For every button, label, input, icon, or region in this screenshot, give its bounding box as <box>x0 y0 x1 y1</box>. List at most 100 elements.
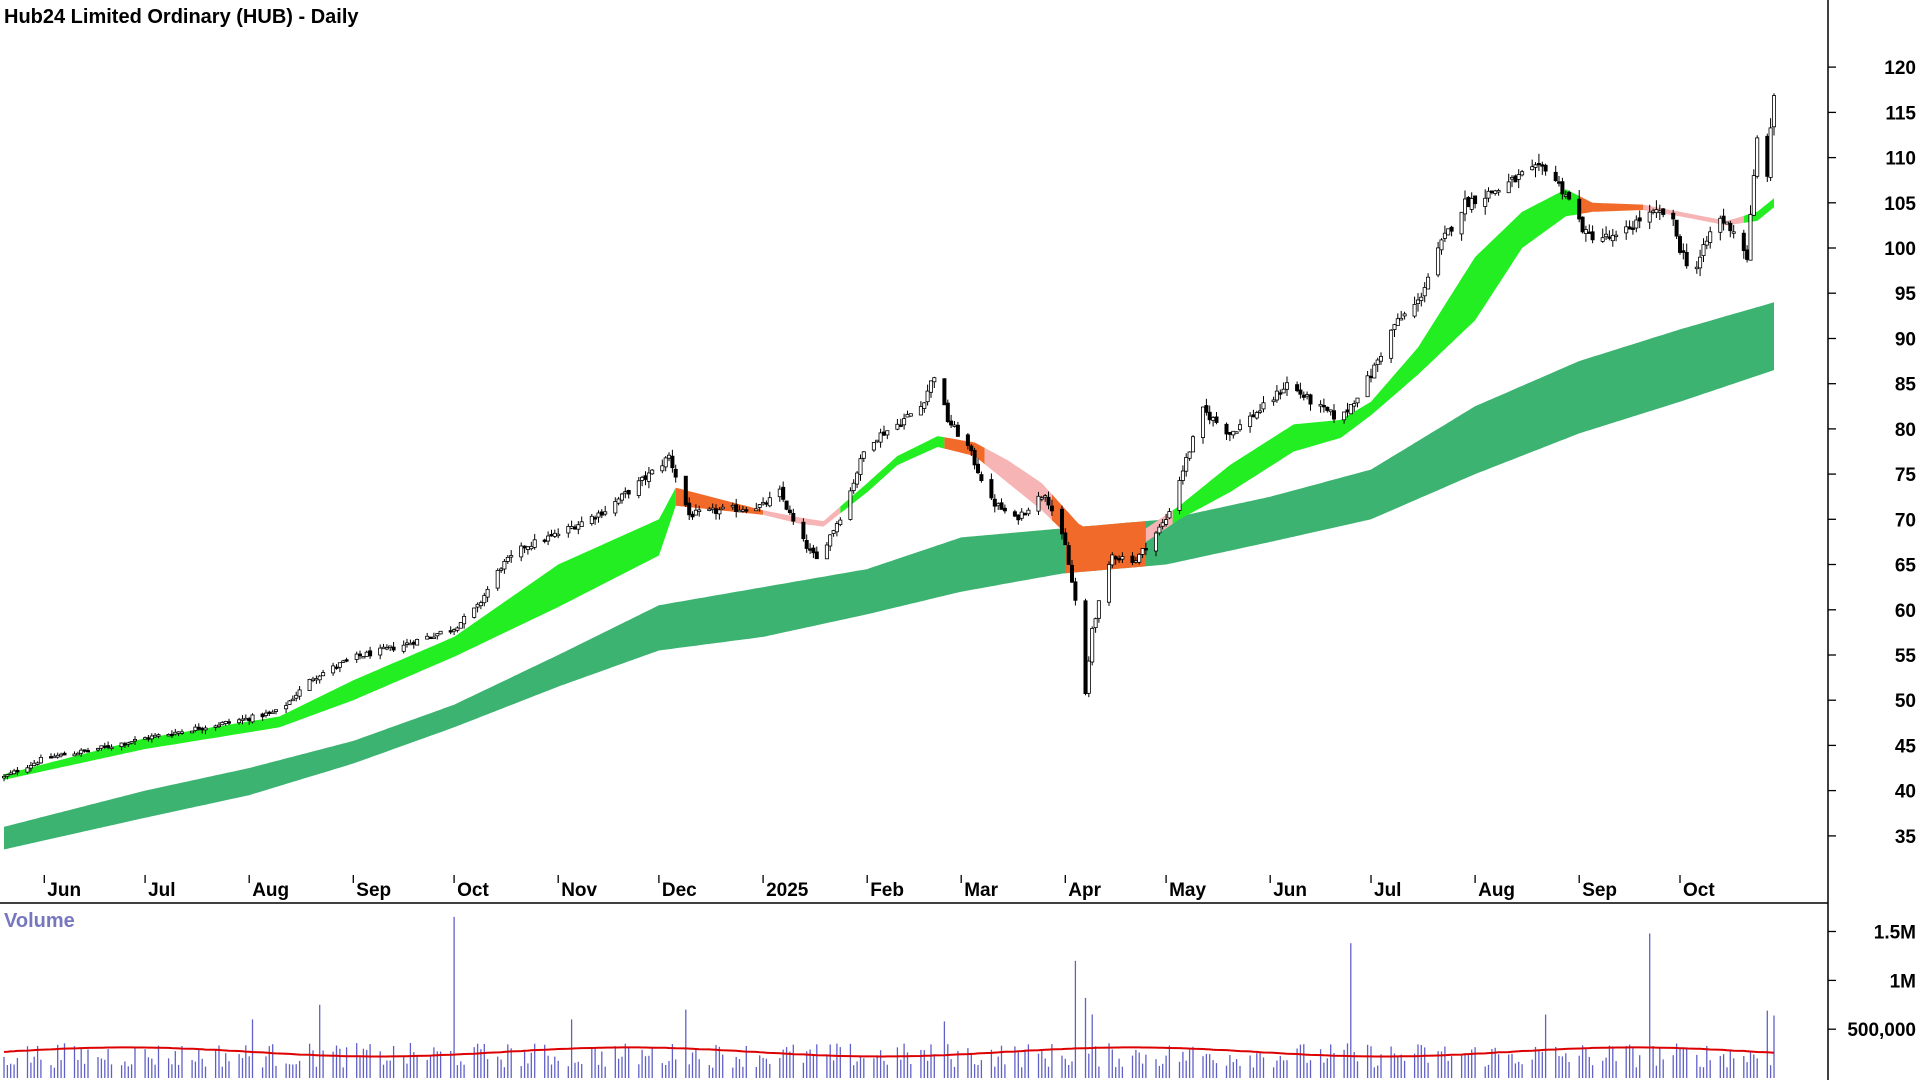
candle-body <box>1039 497 1044 500</box>
candle-body <box>1049 505 1054 512</box>
candle-body <box>1248 415 1253 427</box>
candle-body <box>1395 318 1400 326</box>
candle-body <box>1110 554 1115 566</box>
candle-body <box>1066 545 1071 565</box>
fast-band-segment <box>1172 189 1580 524</box>
candle-body <box>297 689 302 697</box>
candle-body <box>932 377 937 383</box>
candle-body <box>435 633 440 637</box>
candle-body <box>814 551 819 560</box>
candle-body <box>687 502 692 516</box>
fast-band-segment <box>1051 494 1146 556</box>
candle-body <box>1070 564 1075 583</box>
candle-body <box>1473 195 1478 205</box>
candle-body <box>240 718 245 721</box>
candle-body <box>828 534 833 547</box>
candle-body <box>96 748 101 751</box>
candle-body <box>579 521 584 527</box>
price-tick-label: 100 <box>1884 239 1916 260</box>
candle-body <box>1160 522 1165 527</box>
candle-body <box>321 672 326 677</box>
candle-body <box>1442 232 1447 239</box>
candle-body <box>717 509 722 515</box>
candle-body <box>1698 256 1703 269</box>
candle-body <box>764 502 769 505</box>
candle-body <box>62 752 67 756</box>
candle-body <box>176 731 181 734</box>
candle-body <box>1489 190 1494 194</box>
price-tick-label: 60 <box>1895 601 1916 622</box>
candle-body <box>1439 239 1444 251</box>
candle-body <box>1325 406 1330 411</box>
candle-body <box>354 653 359 660</box>
candle-body <box>1516 174 1521 180</box>
candle-body <box>855 472 860 485</box>
candle-body <box>1604 233 1609 238</box>
candle-body <box>945 402 950 423</box>
volume-panel <box>3 916 1775 1078</box>
candle-body <box>1187 451 1192 459</box>
candle-body <box>646 472 651 482</box>
candle-body <box>740 509 745 512</box>
candle-body <box>576 524 581 530</box>
candle-body <box>693 509 698 516</box>
candle-body <box>1274 390 1279 401</box>
candle-body <box>106 745 111 748</box>
candle-body <box>1513 175 1518 183</box>
candle-body <box>381 646 386 650</box>
candle-body <box>290 698 295 702</box>
candle-body <box>273 709 278 712</box>
time-tick-label: Dec <box>662 880 697 901</box>
candle-body <box>1177 480 1182 511</box>
candle-body <box>1530 166 1535 171</box>
candle-body <box>156 734 161 737</box>
candle-body <box>203 727 208 731</box>
candle-body <box>955 424 960 437</box>
candle-body <box>502 561 507 570</box>
candle-body <box>660 465 665 472</box>
candle-body <box>428 636 433 639</box>
candle-body <box>1493 190 1498 194</box>
candle-body <box>949 420 954 426</box>
candle-body <box>250 714 255 723</box>
candle-body <box>767 497 772 507</box>
candle-body <box>599 511 604 516</box>
candle-body <box>1389 329 1394 359</box>
candle-body <box>777 488 782 498</box>
candle-body <box>404 642 409 645</box>
price-tick-label: 90 <box>1895 330 1916 351</box>
candle-body <box>452 629 457 632</box>
candle-body <box>1167 511 1172 519</box>
candle-body <box>1614 234 1619 238</box>
candle-body <box>1402 313 1407 317</box>
candle-body <box>1704 240 1709 246</box>
candle-body <box>1436 247 1441 276</box>
candle-body <box>1718 217 1723 233</box>
candle-body <box>1355 397 1360 404</box>
candle-body <box>1721 215 1726 224</box>
candle-body <box>650 469 655 475</box>
candle-body <box>1365 375 1370 398</box>
candle-body <box>196 726 201 730</box>
volume-label: Volume <box>4 910 75 932</box>
candle-body <box>848 490 853 520</box>
candle-body <box>179 731 184 734</box>
volume-average-line <box>3 1046 1775 1058</box>
candle-body <box>52 755 57 759</box>
candle-body <box>1224 423 1229 435</box>
candle-body <box>623 491 628 494</box>
candle-body <box>213 725 218 728</box>
candle-body <box>448 630 453 633</box>
candle-body <box>384 647 389 650</box>
candle-body <box>640 476 645 481</box>
candle-body <box>1607 236 1612 239</box>
candle-body <box>408 642 413 646</box>
fast-band-segment <box>675 487 764 515</box>
candle-body <box>1671 212 1676 220</box>
price-tick-label: 85 <box>1895 375 1917 396</box>
candle-body <box>519 545 524 558</box>
candle-body <box>1137 553 1142 563</box>
candle-body <box>388 645 393 649</box>
candle-body <box>55 754 60 758</box>
candle-body <box>260 713 265 718</box>
